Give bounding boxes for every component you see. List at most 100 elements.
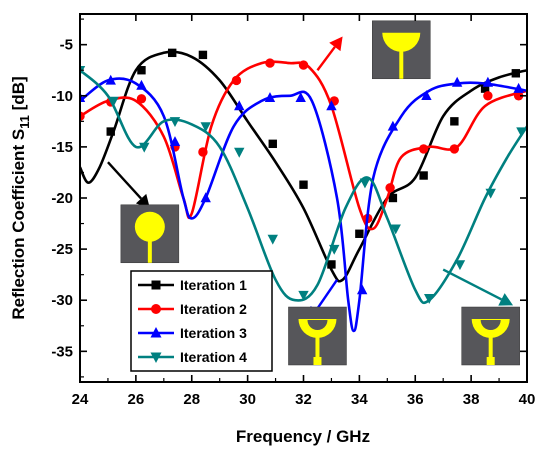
series-1-point [480, 84, 490, 93]
series-2-point [80, 111, 85, 121]
patch-circle-inset [120, 204, 180, 264]
series-4-line [80, 69, 527, 305]
y-tick-label: -5 [60, 37, 73, 54]
patch-crescent-right-inset [461, 306, 520, 366]
series-4-point [169, 117, 181, 128]
series-4-point [298, 290, 309, 301]
patch-radiator-shape [382, 32, 421, 52]
series-1-point [388, 193, 398, 203]
patch-feed-pad-shape [313, 357, 322, 365]
series-1-point [198, 50, 208, 60]
series-2-point [231, 75, 242, 86]
y-tick-label: -30 [51, 292, 73, 309]
series-2-point [449, 144, 460, 154]
x-axis-title: Frequency / GHz [236, 427, 370, 446]
legend-swatch-marker [151, 304, 161, 314]
series-3-point [136, 79, 147, 90]
legend-item-1: Iteration 1 [138, 277, 247, 293]
series-3-point [356, 284, 368, 295]
legend-label: Iteration 4 [180, 349, 247, 365]
series-4-point [108, 96, 119, 107]
series-2-point [513, 91, 524, 101]
legend-swatch-marker [150, 352, 162, 363]
series-1-point [167, 48, 177, 58]
patch-feedline-shape [488, 337, 493, 365]
series-3-point [451, 76, 463, 87]
series-3-point [513, 82, 524, 93]
series-4-point [390, 224, 401, 235]
y-axis-title: Reflection Coefficient S11 [dB] [9, 76, 32, 319]
legend-swatch-marker [150, 327, 162, 338]
legend-item-4: Iteration 4 [138, 349, 247, 365]
arrow-2-head [329, 36, 343, 52]
patch-crescent-top-inset [372, 20, 431, 80]
series-3-point [105, 74, 116, 85]
y-tick-label: -10 [51, 88, 73, 105]
series-3-point [234, 100, 245, 111]
series-4-point [234, 147, 245, 158]
patch-feed-pad-shape [486, 357, 495, 365]
series-1-point [419, 171, 428, 180]
series-1-point [137, 66, 146, 75]
series-4-point [424, 293, 435, 304]
legend-item-2: Iteration 2 [138, 301, 247, 317]
y-axis-title-unit: [dB] [9, 76, 28, 115]
series-4-point [80, 66, 86, 76]
series-3-point [387, 120, 399, 131]
x-tick-label: 28 [183, 391, 200, 408]
series-3-point [295, 92, 306, 103]
arrow-4-head [498, 293, 514, 306]
series-1-line [80, 50, 527, 283]
series-2-point [385, 183, 395, 193]
series-3-point [421, 90, 432, 100]
series-3-point [264, 92, 276, 103]
x-tick-label: 40 [519, 391, 536, 408]
series-3-point [326, 100, 337, 111]
patch-radiator-shape [134, 211, 165, 242]
series-3-point [482, 76, 494, 87]
series-4-point [200, 122, 211, 133]
inset-layer [120, 20, 520, 366]
arrow-3-shaft [315, 279, 339, 311]
series-1-point [299, 180, 308, 189]
y-axis-title-subscript: 11 [17, 115, 32, 129]
series-2-point [198, 147, 208, 157]
y-tick-label: -25 [51, 241, 73, 258]
series-4-point [454, 260, 466, 271]
series-3-line [80, 77, 527, 333]
series-4-point [329, 244, 340, 255]
series-1-point [450, 117, 459, 126]
series-1 [80, 48, 527, 283]
patch-slot-shape [480, 320, 501, 330]
series-4-point [516, 127, 527, 138]
legend: Iteration 1 Iteration 2 Iteration 3 Iterati… [130, 270, 273, 372]
series-2-point [265, 58, 275, 68]
series-3 [80, 74, 527, 333]
patch-slot-shape [307, 320, 328, 330]
y-axis-title-main: Reflection Coefficient S [9, 129, 28, 320]
series-4-point [139, 142, 150, 153]
series-1-point [106, 127, 115, 136]
series-4 [80, 66, 527, 305]
x-tick-label: 26 [128, 391, 145, 408]
series-2-point [418, 144, 429, 154]
x-tick-label: 30 [239, 391, 256, 408]
series-3-point [169, 136, 181, 146]
y-tick-label: -20 [51, 190, 73, 207]
arrow-2-shaft [316, 46, 336, 71]
legend-swatch-marker [151, 280, 161, 290]
legend-label: Iteration 3 [180, 325, 247, 341]
arrow-4-shaft [442, 268, 503, 301]
series-1-point [268, 139, 277, 149]
series-2-point [298, 60, 309, 70]
series-4-point [267, 234, 278, 245]
patch-feedline-shape [315, 337, 320, 365]
series-3-point [80, 92, 86, 103]
series-1-point [355, 229, 364, 238]
series-4-point [485, 188, 496, 199]
x-tick-label: 36 [407, 391, 424, 408]
series-2-point [136, 94, 147, 104]
legend-label: Iteration 1 [180, 277, 247, 293]
series-layer [80, 48, 527, 333]
